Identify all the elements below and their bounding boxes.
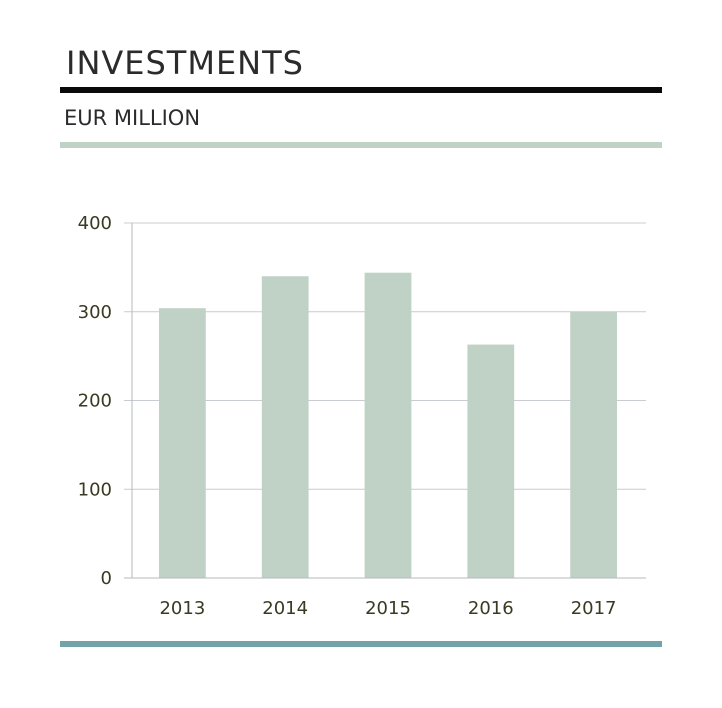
chart-title: INVESTMENTS [66, 44, 304, 82]
y-tick-label-300: 300 [78, 302, 112, 323]
bar-2014 [261, 276, 309, 578]
title-underline [60, 87, 662, 93]
y-tick-label-100: 100 [78, 479, 112, 500]
bar-2015 [364, 272, 412, 578]
x-tick-label-2017: 2017 [571, 598, 617, 619]
y-tick-label-200: 200 [78, 391, 112, 412]
y-tick-label-400: 400 [78, 213, 112, 234]
x-tick-label-2015: 2015 [365, 598, 411, 619]
x-tick-label-2014: 2014 [262, 598, 308, 619]
y-tick-label-0: 0 [101, 568, 112, 589]
bar-2013 [159, 308, 206, 578]
bottom-rule [60, 641, 662, 647]
y-axis-labels: 0 100 200 300 400 [78, 213, 112, 589]
x-axis-labels: 2013 2014 2015 2016 2017 [159, 598, 616, 619]
subtitle-underline [60, 142, 662, 148]
x-tick-label-2013: 2013 [159, 598, 205, 619]
bar-2017 [570, 311, 617, 578]
bars [159, 272, 617, 578]
x-tick-label-2016: 2016 [468, 598, 514, 619]
axis-lines [124, 223, 646, 579]
chart-subtitle: EUR MILLION [64, 106, 201, 130]
bar-2016 [467, 344, 515, 578]
